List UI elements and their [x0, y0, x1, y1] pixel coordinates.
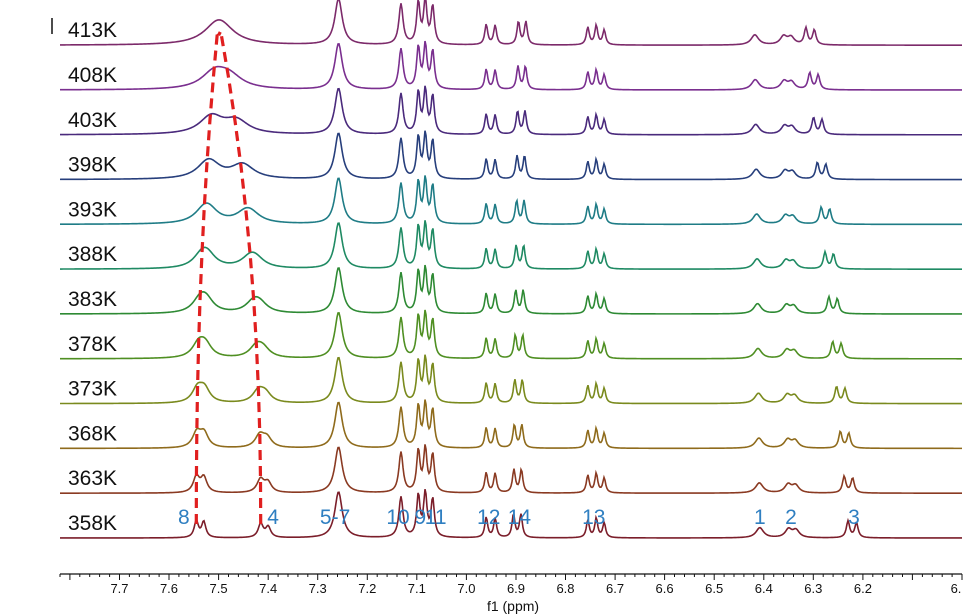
temperature-label: 388K — [68, 243, 117, 266]
x-axis-label: f1 (ppm) — [487, 598, 539, 614]
peak-label: 3 — [848, 506, 860, 529]
temperature-label: 408K — [68, 64, 117, 87]
spectrum-line-378K — [59, 309, 962, 360]
peak-label: 2 — [785, 506, 797, 529]
spectrum-line-388K — [60, 220, 963, 270]
x-tick-label: 6.2 — [854, 581, 872, 596]
peak-label: 8 — [178, 506, 190, 529]
temperature-label: 393K — [68, 198, 117, 221]
temperature-label: 378K — [68, 333, 117, 356]
spectrum-line-373K — [60, 354, 962, 405]
peak-label: 4 — [267, 506, 279, 529]
x-tick-label: 7.2 — [358, 581, 376, 596]
x-tick-label: 7.5 — [210, 581, 228, 596]
spectrum-line-398K — [59, 130, 962, 181]
temperature-label: 413K — [68, 19, 117, 42]
peak-label: 5-7 — [320, 506, 350, 529]
peak-label: 9 — [414, 506, 426, 529]
peak-label: 10 — [386, 506, 409, 529]
spectrum-line-393K — [60, 175, 962, 226]
spectrum-line-413K — [59, 0, 962, 46]
temperature-label: 373K — [68, 378, 117, 401]
peak-label: 12 — [477, 506, 500, 529]
spectra-group — [59, 0, 963, 539]
spectrum-line-358K — [60, 489, 962, 539]
x-tick-label: 7.1 — [408, 581, 426, 596]
x-tick-label: 6.3 — [804, 581, 822, 596]
temperature-labels: 358K 363K 368K 373K 378K 383K 388K 393K 398K 403K… — [51, 18, 117, 535]
peak-assignment-labels: 8 4 5-7 10 911 12 14 13 1 2 3 — [178, 506, 860, 529]
x-tick-label: 7.4 — [259, 581, 277, 596]
spectrum-line-368K — [60, 399, 962, 450]
temperature-label: 398K — [68, 154, 117, 177]
temperature-label: 358K — [68, 512, 117, 535]
spectrum-line-408K — [60, 40, 962, 91]
peak-label: 1 — [754, 506, 766, 529]
coalescence-markers — [194, 26, 263, 525]
coalescence-line-right — [217, 26, 263, 525]
spectrum-line-363K — [60, 444, 962, 494]
spectrum-line-383K — [60, 264, 962, 315]
peak-label: 11 — [425, 506, 447, 529]
x-tick-label: 6. — [951, 581, 962, 596]
temperature-label: 363K — [68, 467, 117, 490]
spectrum-line-403K — [60, 85, 962, 136]
x-tick-label: 6.5 — [705, 581, 723, 596]
x-tick-label: 6.4 — [755, 581, 773, 596]
temperature-label: 383K — [68, 288, 117, 311]
x-tick-label: 7.7 — [110, 581, 128, 596]
coalescence-line-left — [194, 30, 221, 525]
x-tick-label: 6.8 — [556, 581, 574, 596]
peak-label: 13 — [582, 506, 605, 529]
temperature-label: 368K — [68, 422, 117, 445]
x-tick-label: 6.7 — [606, 581, 624, 596]
peak-label: 14 — [508, 506, 532, 529]
x-axis: 7.7 7.6 7.5 7.4 7.3 7.2 7.1 7.0 6.9 6.8 6.7 6.6 6.5 6… — [59, 573, 963, 596]
temperature-label: 403K — [68, 109, 117, 132]
x-tick-label: 6.6 — [656, 581, 674, 596]
x-tick-label: 7.3 — [309, 581, 327, 596]
x-tick-label: 7.6 — [160, 581, 178, 596]
x-tick-label: 7.0 — [457, 581, 475, 596]
x-tick-label: 6.9 — [507, 581, 525, 596]
